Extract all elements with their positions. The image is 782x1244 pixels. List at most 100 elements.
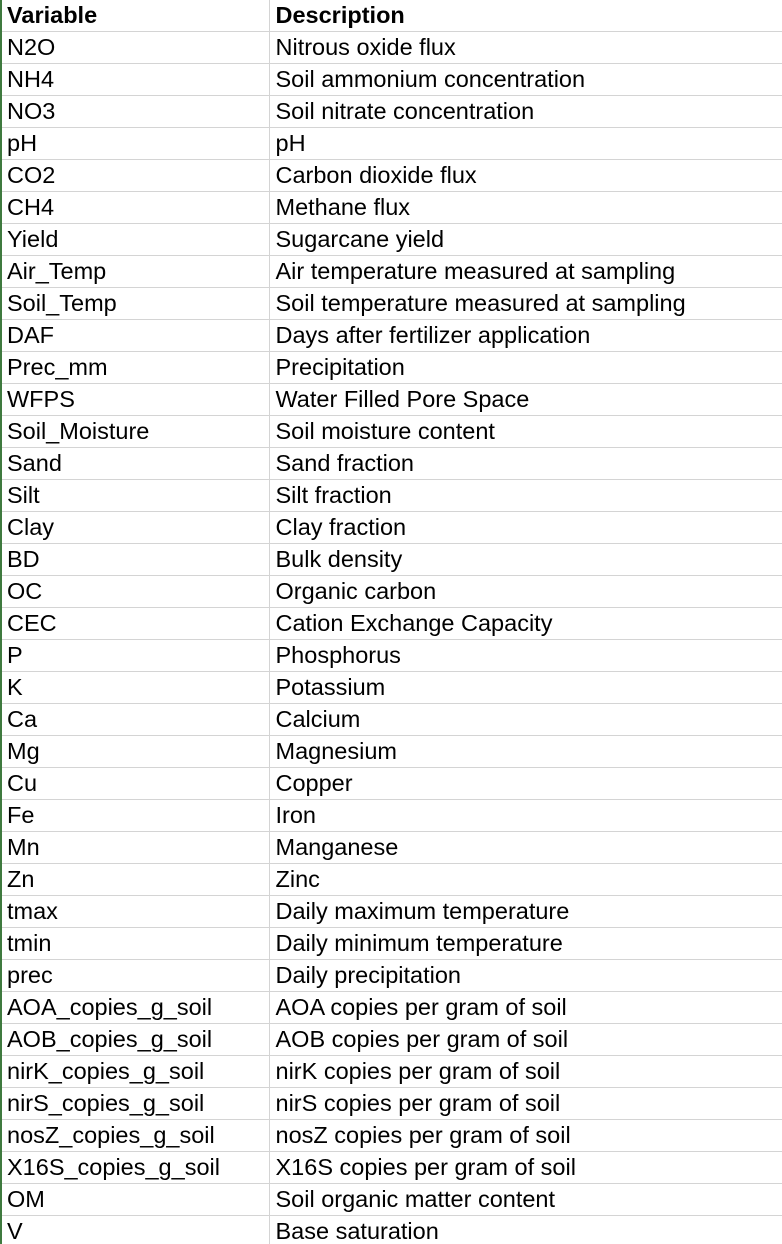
variable-cell[interactable]: Cu <box>2 767 270 800</box>
table-row: tmax Daily maximum temperature <box>2 895 782 928</box>
variable-cell[interactable]: prec <box>2 959 270 992</box>
variable-cell[interactable]: Air_Temp <box>2 255 270 288</box>
description-cell[interactable]: Precipitation <box>269 351 782 384</box>
table-row: K Potassium <box>2 671 782 704</box>
header-row: Variable Description <box>2 0 782 32</box>
table-row: NO3 Soil nitrate concentration <box>2 95 782 128</box>
description-cell[interactable]: Soil ammonium concentration <box>269 63 782 96</box>
table-row: prec Daily precipitation <box>2 959 782 992</box>
table-row: Mg Magnesium <box>2 735 782 768</box>
description-cell[interactable]: Base saturation <box>269 1215 782 1244</box>
description-cell[interactable]: Potassium <box>269 671 782 704</box>
description-cell[interactable]: Soil nitrate concentration <box>269 95 782 128</box>
description-cell[interactable]: Soil moisture content <box>269 415 782 448</box>
table-row: Ca Calcium <box>2 703 782 736</box>
description-cell[interactable]: Clay fraction <box>269 511 782 544</box>
variable-cell[interactable]: CH4 <box>2 191 270 224</box>
description-cell[interactable]: Calcium <box>269 703 782 736</box>
variable-cell[interactable]: K <box>2 671 270 704</box>
description-cell[interactable]: Sand fraction <box>269 447 782 480</box>
description-cell[interactable]: pH <box>269 127 782 160</box>
description-cell[interactable]: Methane flux <box>269 191 782 224</box>
variable-cell[interactable]: DAF <box>2 319 270 352</box>
variable-cell[interactable]: Mn <box>2 831 270 864</box>
variable-cell[interactable]: AOA_copies_g_soil <box>2 991 270 1024</box>
table-row: Air_Temp Air temperature measured at samp… <box>2 255 782 288</box>
table-row: nosZ_copies_g_soil nosZ copies per gram o… <box>2 1119 782 1152</box>
variable-cell[interactable]: Zn <box>2 863 270 896</box>
variable-cell[interactable]: Soil_Temp <box>2 287 270 320</box>
table-row: X16S_copies_g_soil X16S copies per gram o… <box>2 1151 782 1184</box>
description-cell[interactable]: Manganese <box>269 831 782 864</box>
description-cell[interactable]: Zinc <box>269 863 782 896</box>
variable-cell[interactable]: Sand <box>2 447 270 480</box>
description-cell[interactable]: Copper <box>269 767 782 800</box>
variable-cell[interactable]: P <box>2 639 270 672</box>
variable-cell[interactable]: AOB_copies_g_soil <box>2 1023 270 1056</box>
description-cell[interactable]: Daily precipitation <box>269 959 782 992</box>
description-cell[interactable]: Silt fraction <box>269 479 782 512</box>
variable-cell[interactable]: X16S_copies_g_soil <box>2 1151 270 1184</box>
variable-cell[interactable]: Clay <box>2 511 270 544</box>
table-row: BD Bulk density <box>2 543 782 576</box>
description-cell[interactable]: nirS copies per gram of soil <box>269 1087 782 1120</box>
description-cell[interactable]: Air temperature measured at sampling <box>269 255 782 288</box>
description-cell[interactable]: Carbon dioxide flux <box>269 159 782 192</box>
variable-cell[interactable]: NO3 <box>2 95 270 128</box>
variable-cell[interactable]: tmin <box>2 927 270 960</box>
variable-cell[interactable]: Mg <box>2 735 270 768</box>
description-cell[interactable]: X16S copies per gram of soil <box>269 1151 782 1184</box>
description-cell[interactable]: Daily minimum temperature <box>269 927 782 960</box>
variable-cell[interactable]: N2O <box>2 31 270 64</box>
variable-cell[interactable]: nosZ_copies_g_soil <box>2 1119 270 1152</box>
description-cell[interactable]: Iron <box>269 799 782 832</box>
variable-cell[interactable]: nirS_copies_g_soil <box>2 1087 270 1120</box>
variable-cell[interactable]: nirK_copies_g_soil <box>2 1055 270 1088</box>
description-cell[interactable]: Soil temperature measured at sampling <box>269 287 782 320</box>
description-cell[interactable]: Nitrous oxide flux <box>269 31 782 64</box>
variable-cell[interactable]: Fe <box>2 799 270 832</box>
description-cell[interactable]: Bulk density <box>269 543 782 576</box>
description-cell[interactable]: Soil organic matter content <box>269 1183 782 1216</box>
variable-cell[interactable]: CEC <box>2 607 270 640</box>
variable-cell[interactable]: tmax <box>2 895 270 928</box>
variable-cell[interactable]: Silt <box>2 479 270 512</box>
variable-cell[interactable]: V <box>2 1215 270 1244</box>
description-cell[interactable]: Cation Exchange Capacity <box>269 607 782 640</box>
variable-cell[interactable]: pH <box>2 127 270 160</box>
variable-cell[interactable]: BD <box>2 543 270 576</box>
variable-cell[interactable]: OC <box>2 575 270 608</box>
table-row: AOB_copies_g_soil AOB copies per gram of … <box>2 1023 782 1056</box>
description-cell[interactable]: Phosphorus <box>269 639 782 672</box>
table-row: OC Organic carbon <box>2 575 782 608</box>
variable-cell[interactable]: Prec_mm <box>2 351 270 384</box>
table-row: OM Soil organic matter content <box>2 1183 782 1216</box>
description-cell[interactable]: Organic carbon <box>269 575 782 608</box>
description-cell[interactable]: Magnesium <box>269 735 782 768</box>
variable-cell[interactable]: CO2 <box>2 159 270 192</box>
description-cell[interactable]: nosZ copies per gram of soil <box>269 1119 782 1152</box>
table-row: DAF Days after fertilizer application <box>2 319 782 352</box>
variable-cell[interactable]: WFPS <box>2 383 270 416</box>
variable-cell[interactable]: OM <box>2 1183 270 1216</box>
table-row: Soil_Temp Soil temperature measured at sa… <box>2 287 782 320</box>
description-cell[interactable]: AOA copies per gram of soil <box>269 991 782 1024</box>
description-cell[interactable]: Days after fertilizer application <box>269 319 782 352</box>
description-cell[interactable]: Sugarcane yield <box>269 223 782 256</box>
variable-cell[interactable]: NH4 <box>2 63 270 96</box>
table-row: Silt Silt fraction <box>2 479 782 512</box>
variable-cell[interactable]: Soil_Moisture <box>2 415 270 448</box>
description-cell[interactable]: Daily maximum temperature <box>269 895 782 928</box>
header-cell-description[interactable]: Description <box>269 0 782 32</box>
variable-cell[interactable]: Ca <box>2 703 270 736</box>
table-row: Zn Zinc <box>2 863 782 896</box>
table-row: AOA_copies_g_soil AOA copies per gram of … <box>2 991 782 1024</box>
table-row: tmin Daily minimum temperature <box>2 927 782 960</box>
description-cell[interactable]: AOB copies per gram of soil <box>269 1023 782 1056</box>
header-cell-variable[interactable]: Variable <box>2 0 270 32</box>
table-row: Clay Clay fraction <box>2 511 782 544</box>
variable-cell[interactable]: Yield <box>2 223 270 256</box>
description-cell[interactable]: Water Filled Pore Space <box>269 383 782 416</box>
description-cell[interactable]: nirK copies per gram of soil <box>269 1055 782 1088</box>
